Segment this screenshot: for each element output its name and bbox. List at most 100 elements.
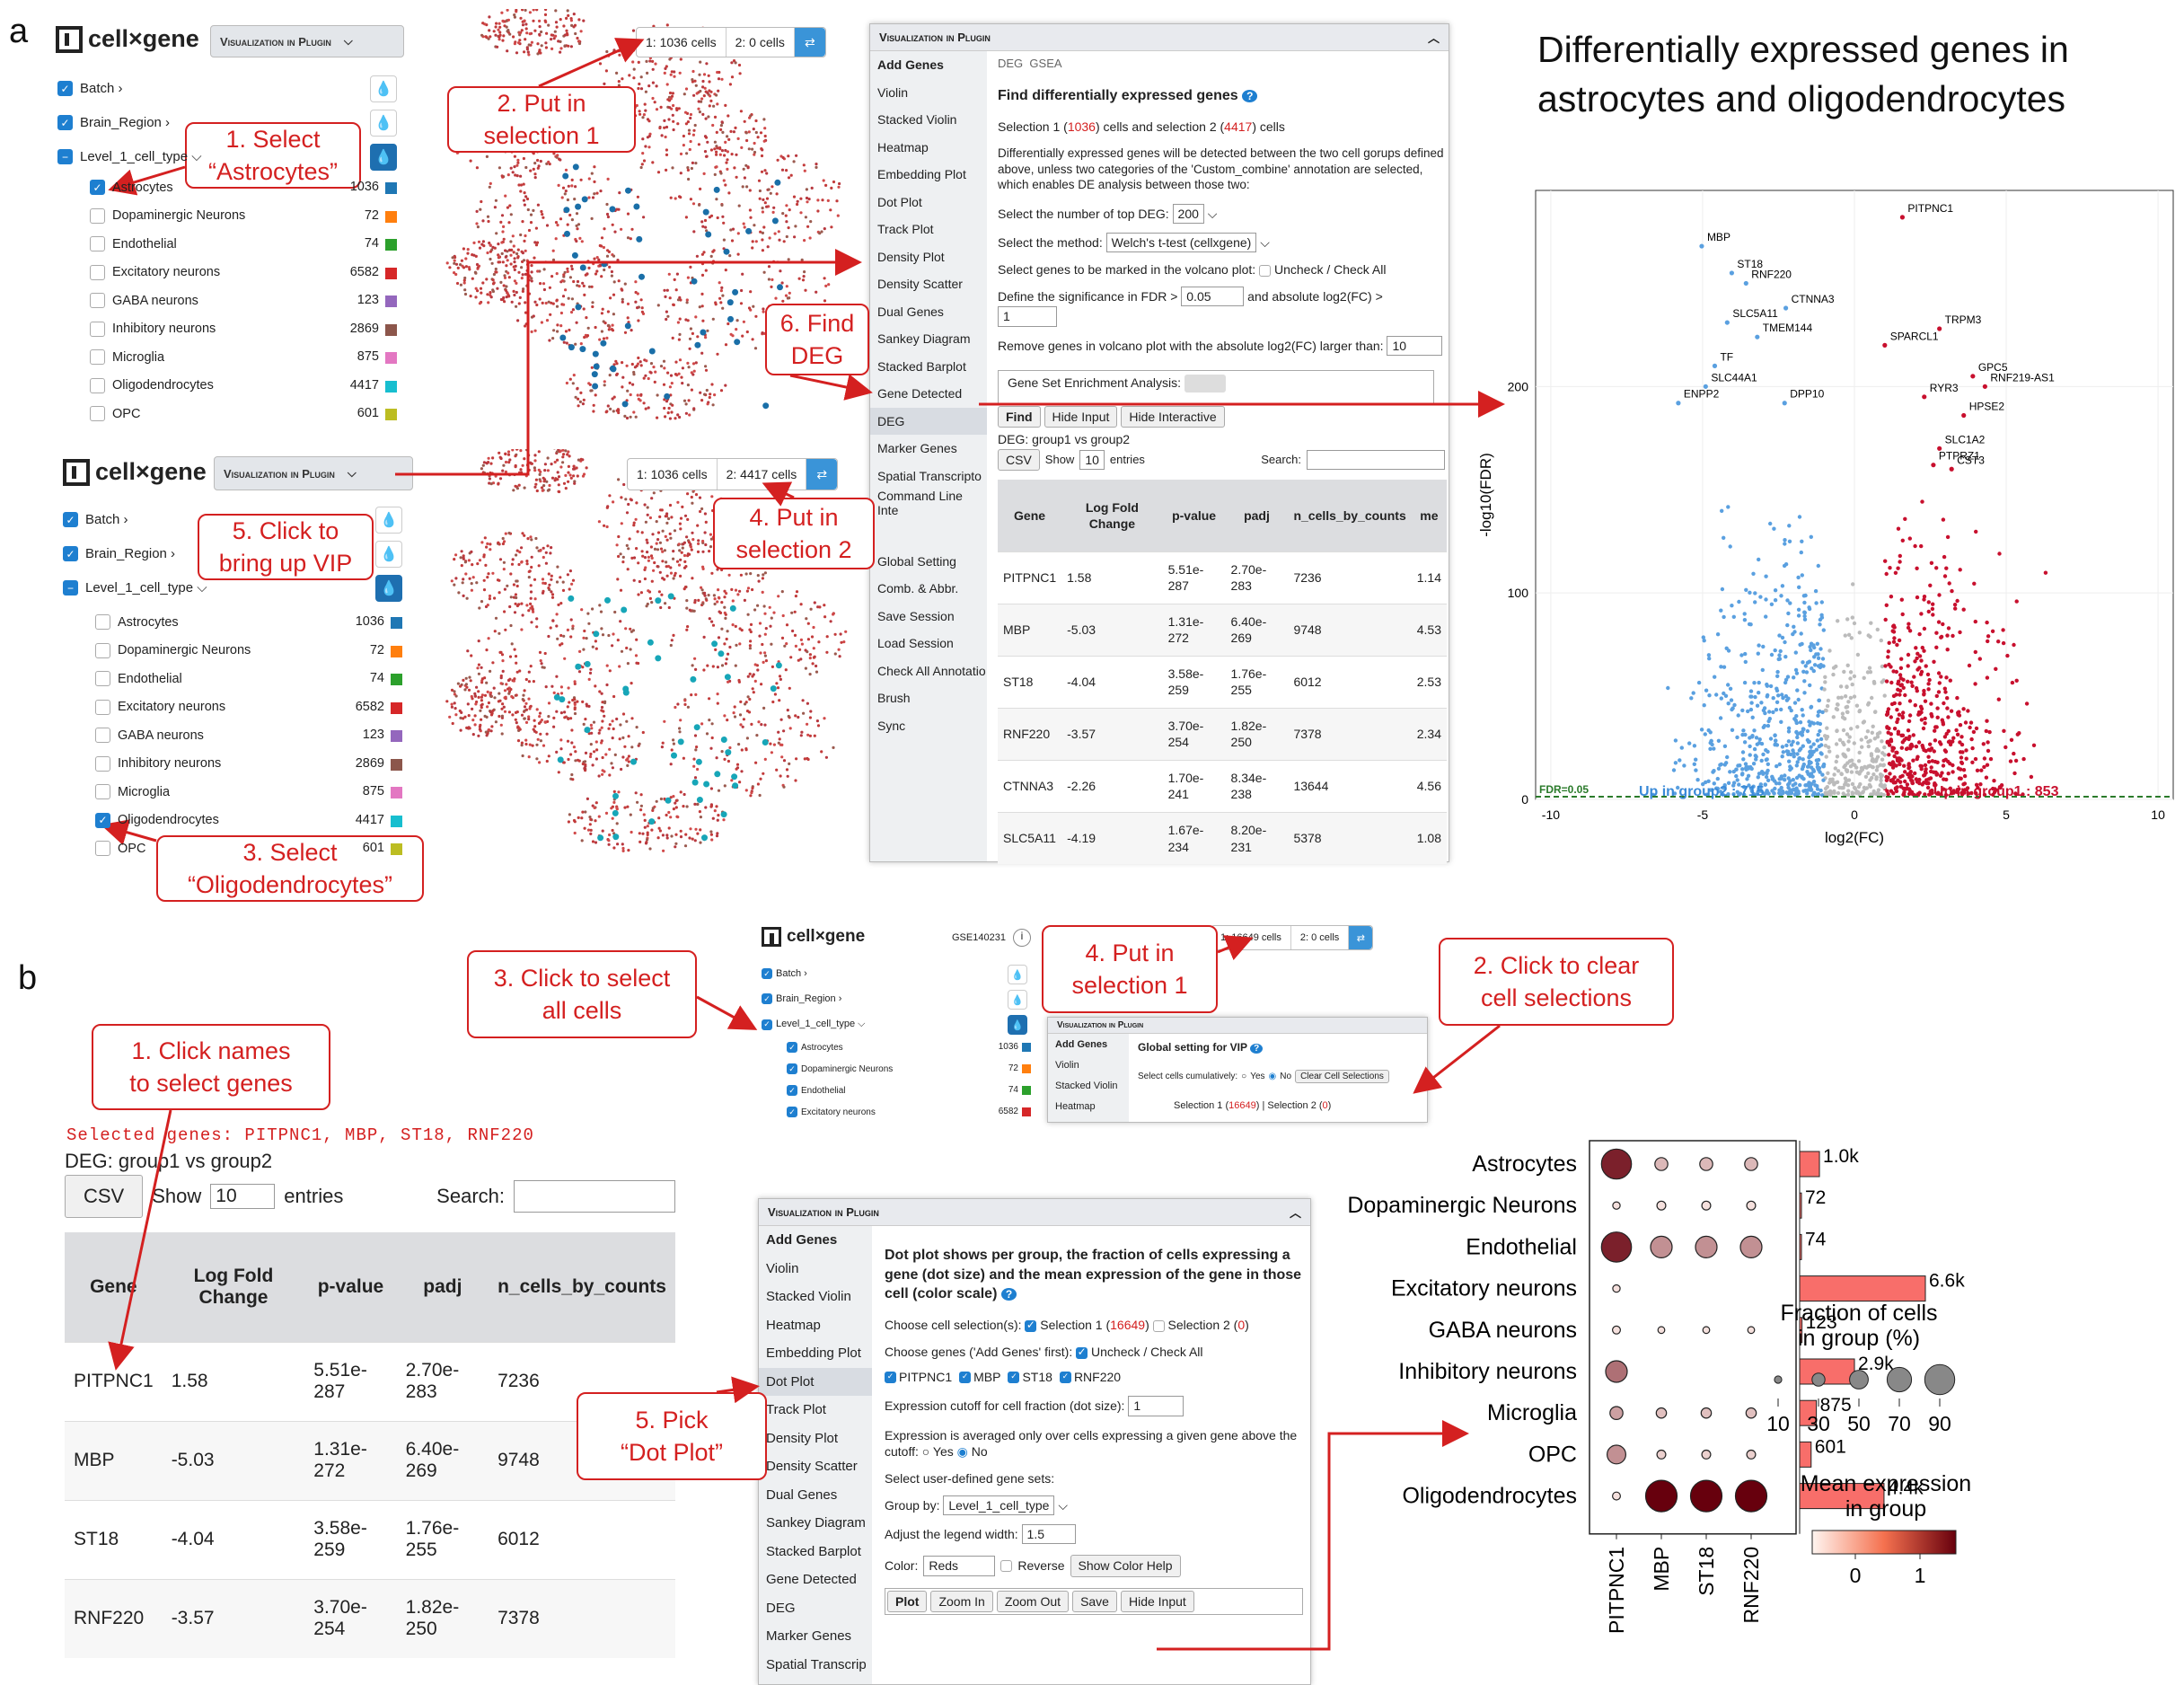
bot-annotation-2[interactable]: − Level_1_cell_type ⌵ xyxy=(63,580,207,595)
cutoff-input[interactable]: 1 xyxy=(1128,1396,1184,1416)
top-category-8[interactable]: OPC xyxy=(90,406,140,421)
mini-category-checkbox-2[interactable]: ✓ xyxy=(787,1085,797,1096)
selection1-count-2[interactable]: 1: 1036 cells xyxy=(628,459,718,490)
vip-menu-item-6[interactable]: Track Plot xyxy=(877,222,934,237)
mini-annotation-1[interactable]: ✓ Brain_Region › xyxy=(762,993,841,1004)
top-category-checkbox-2[interactable] xyxy=(90,236,105,251)
dotplot-button-2[interactable]: Zoom Out xyxy=(996,1590,1070,1612)
dot-menu-item-2[interactable]: Stacked Violin xyxy=(766,1289,851,1305)
top-color-by-icon-0[interactable]: 💧 xyxy=(370,75,397,102)
collapse-icon[interactable]: ︿ xyxy=(1427,31,1440,45)
top-category-5[interactable]: Inhibitory neurons xyxy=(90,321,216,337)
no-radio-2[interactable]: ◉ xyxy=(956,1443,968,1459)
dot-menu-item-1[interactable]: Violin xyxy=(766,1260,799,1276)
fdr-input[interactable]: 0.05 xyxy=(1181,287,1245,307)
bot-color-by-icon-2[interactable]: 💧 xyxy=(375,575,402,602)
bot-category-5[interactable]: Inhibitory neurons xyxy=(95,755,221,772)
mini-menu-item-2[interactable]: Stacked Violin xyxy=(1055,1080,1118,1091)
bot-category-checkbox-7[interactable]: ✓ xyxy=(95,812,110,828)
gene-check-0[interactable]: ✓ PITPNC1 xyxy=(885,1369,952,1385)
vip-menu-item-22[interactable]: Check All Annotatio xyxy=(877,663,986,678)
top-annotation-checkbox-1[interactable]: ✓ xyxy=(57,115,73,130)
dotplot-button-1[interactable]: Zoom In xyxy=(930,1590,993,1612)
dot-menu-item-13[interactable]: DEG xyxy=(766,1600,796,1616)
bot-color-by-icon-1[interactable]: 💧 xyxy=(375,541,402,568)
bot-category-checkbox-1[interactable] xyxy=(95,642,110,658)
bot-category-0[interactable]: Astrocytes xyxy=(95,614,179,630)
find-button[interactable]: Find xyxy=(998,405,1041,428)
selection1-count-b[interactable]: 1: 16649 cells xyxy=(1211,926,1291,949)
selection2-count-2[interactable]: 2: 4417 cells xyxy=(718,459,807,490)
uncheck-all-genes-checkbox[interactable]: ✓ xyxy=(1076,1345,1088,1359)
dot-menu-item-14[interactable]: Marker Genes xyxy=(766,1628,852,1645)
bot-category-checkbox-8[interactable] xyxy=(95,841,110,856)
vip-menu-item-7[interactable]: Density Plot xyxy=(877,249,945,264)
deg-header-1[interactable]: Log Fold Change xyxy=(1061,480,1163,552)
vip-menu-item-18[interactable]: Global Setting xyxy=(877,553,956,569)
mini-annotation-checkbox-1[interactable]: ✓ xyxy=(762,993,772,1004)
bot-category-6[interactable]: Microglia xyxy=(95,784,170,799)
bot-annotation-checkbox-2[interactable]: − xyxy=(63,580,78,595)
legend-width-input[interactable]: 1.5 xyxy=(1021,1524,1076,1545)
bot-annotation-checkbox-0[interactable]: ✓ xyxy=(63,512,78,527)
top-category-checkbox-3[interactable] xyxy=(90,264,105,280)
top-annotation-checkbox-0[interactable]: ✓ xyxy=(57,81,73,96)
show-select[interactable]: 10 xyxy=(1079,450,1105,471)
gene-name-0[interactable]: PITPNC1 xyxy=(65,1341,163,1421)
no-radio[interactable]: ◉ xyxy=(1268,1072,1277,1081)
vip-menu-item-10[interactable]: Sankey Diagram xyxy=(877,331,971,347)
method-select[interactable]: Welch's t-test (cellxgene) xyxy=(1105,232,1257,252)
table-row[interactable]: MBP -5.03 1.31e-272 6.40e-269 9748 xyxy=(65,1420,675,1500)
big-header-3[interactable]: padj xyxy=(396,1232,489,1342)
bot-color-by-icon-0[interactable]: 💧 xyxy=(375,507,402,534)
bot-category-checkbox-5[interactable] xyxy=(95,755,110,772)
vip-menu-item-14[interactable]: Marker Genes xyxy=(877,441,957,456)
search-input[interactable] xyxy=(1307,450,1445,471)
dot-menu-item-8[interactable]: Density Scatter xyxy=(766,1459,858,1475)
gene-name-2[interactable]: ST18 xyxy=(65,1499,163,1579)
deg-header-0[interactable]: Gene xyxy=(998,480,1062,552)
top-annotation-0[interactable]: ✓ Batch › xyxy=(57,81,123,96)
dot-menu-item-15[interactable]: Spatial Transcrip xyxy=(766,1656,867,1672)
big-header-2[interactable]: p-value xyxy=(304,1232,397,1342)
top-category-checkbox-8[interactable] xyxy=(90,406,105,421)
search-input-b[interactable] xyxy=(514,1180,675,1213)
selection2-count-b[interactable]: 2: 0 cells xyxy=(1291,926,1350,949)
gene-check-1[interactable]: ✓ MBP xyxy=(959,1369,1000,1385)
vip-button[interactable]: Visualization in Plugin ⌵ xyxy=(210,25,404,57)
gene-name-3[interactable]: RNF220 xyxy=(65,1578,163,1658)
big-header-0[interactable]: Gene xyxy=(65,1232,163,1342)
gene-checkbox-0[interactable]: ✓ xyxy=(885,1371,896,1383)
selection1-checkbox[interactable]: ✓ xyxy=(1025,1319,1037,1332)
vip-menu-item-1[interactable]: Violin xyxy=(877,84,908,100)
bot-category-7[interactable]: ✓ Oligodendrocytes xyxy=(95,812,219,828)
gene-checkbox-3[interactable]: ✓ xyxy=(1059,1371,1071,1383)
vip-menu-item-4[interactable]: Embedding Plot xyxy=(877,167,966,182)
top-category-6[interactable]: Microglia xyxy=(90,349,164,365)
table-row[interactable]: SLC5A11 -4.19 1.67e-234 8.20e-231 5378 1.08 xyxy=(998,811,1447,865)
reverse-checkbox[interactable] xyxy=(1000,1560,1013,1573)
table-row[interactable]: RNF220 -3.57 3.70e-254 1.82e-250 7378 xyxy=(65,1578,675,1658)
mini-category-0[interactable]: ✓ Astrocytes xyxy=(787,1042,843,1053)
top-color-by-icon-1[interactable]: 💧 xyxy=(370,110,397,137)
big-header-4[interactable]: n_cells_by_counts xyxy=(489,1232,675,1342)
mini-annotation-0[interactable]: ✓ Batch › xyxy=(762,968,807,979)
top-category-4[interactable]: GABA neurons xyxy=(90,293,198,308)
table-row[interactable]: RNF220 -3.57 3.70e-254 1.82e-250 7378 2.34 xyxy=(998,707,1447,761)
top-category-2[interactable]: Endothelial xyxy=(90,236,177,251)
vip-menu-item-13[interactable]: DEG xyxy=(870,407,987,435)
bot-category-2[interactable]: Endothelial xyxy=(95,671,182,686)
deg-header-5[interactable]: me xyxy=(1411,480,1447,552)
vip-menu-item-24[interactable]: Sync xyxy=(877,718,906,733)
help-icon[interactable]: ? xyxy=(1242,90,1258,102)
dot-menu-item-11[interactable]: Stacked Barplot xyxy=(766,1543,861,1559)
deg-header-4[interactable]: n_cells_by_counts xyxy=(1288,480,1412,552)
yes-radio[interactable]: ○ xyxy=(1241,1072,1247,1081)
mini-menu-item-0[interactable]: Add Genes xyxy=(1055,1038,1108,1050)
show-color-help-button[interactable]: Show Color Help xyxy=(1070,1555,1181,1577)
mini-category-checkbox-0[interactable]: ✓ xyxy=(787,1042,797,1053)
vip-button-2[interactable]: Visualization in Plugin ⌵ xyxy=(214,456,413,490)
bot-category-3[interactable]: Excitatory neurons xyxy=(95,699,225,715)
help-icon-3[interactable]: ? xyxy=(1000,1288,1017,1301)
deg-tabs[interactable]: DEG GSEA xyxy=(998,57,1062,70)
